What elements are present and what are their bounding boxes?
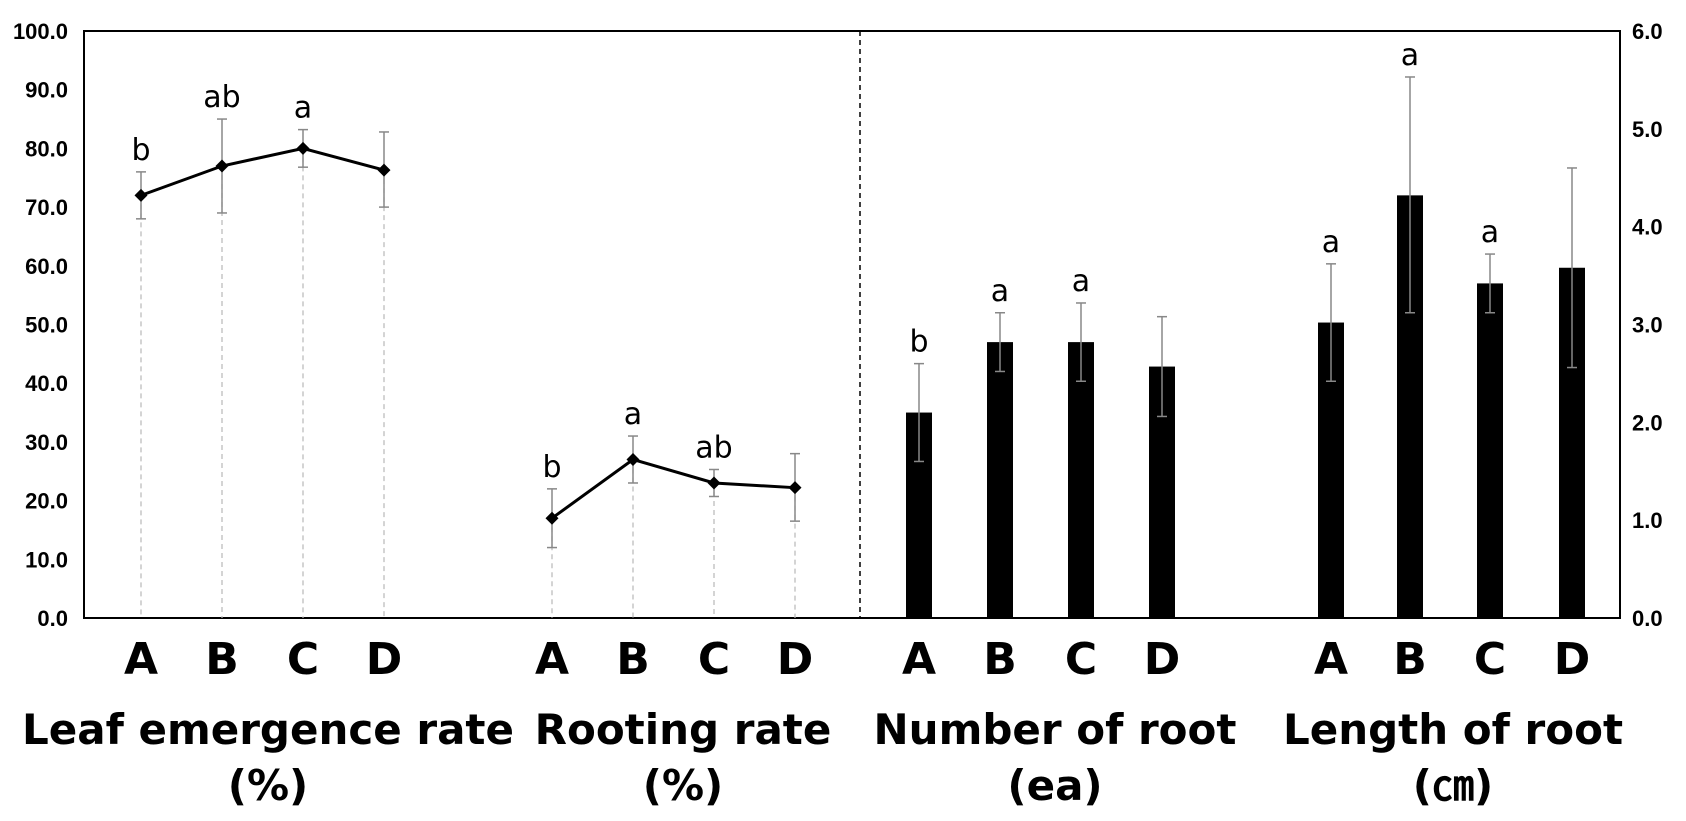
category-label: D	[366, 634, 403, 685]
left-tick-label: 30.0	[25, 430, 68, 455]
group-label-unit: (ea)	[1007, 761, 1102, 810]
bar	[1477, 283, 1503, 618]
category-label: C	[1474, 634, 1506, 685]
category-label: C	[287, 634, 319, 685]
series-leaf: b ab a	[131, 80, 391, 618]
significance-letter: ab	[695, 430, 732, 465]
group-label-title: Leaf emergence rate	[22, 705, 514, 754]
significance-letter: a	[1401, 38, 1419, 73]
group-label-unit: (%)	[228, 761, 308, 810]
data-point	[377, 163, 391, 177]
right-tick-label: 1.0	[1632, 508, 1663, 533]
left-tick-label: 40.0	[25, 371, 68, 396]
data-point	[134, 188, 148, 202]
bar	[987, 342, 1013, 618]
data-point	[215, 159, 229, 173]
data-point	[707, 476, 721, 490]
left-tick-label: 0.0	[37, 606, 68, 631]
group-label-unit: (㎝)	[1413, 761, 1493, 810]
series-number: b a a	[906, 264, 1175, 618]
right-tick-label: 0.0	[1632, 606, 1663, 631]
left-tick-label: 10.0	[25, 547, 68, 572]
category-label: C	[1065, 634, 1097, 685]
series-rooting: b a ab	[542, 397, 802, 618]
right-tick-label: 5.0	[1632, 117, 1663, 142]
significance-letter: a	[624, 397, 642, 432]
significance-letter: a	[991, 274, 1009, 309]
group-label-title: Number of root	[874, 705, 1237, 754]
left-tick-label: 50.0	[25, 313, 68, 338]
left-tick-label: 90.0	[25, 78, 68, 103]
group-labels: Leaf emergence rate (%) Rooting rate (%) Num…	[22, 705, 1623, 810]
right-tick-label: 4.0	[1632, 215, 1663, 240]
category-label: A	[902, 634, 936, 685]
significance-letter: a	[1322, 225, 1340, 260]
series-line	[551, 457, 796, 520]
right-tick-label: 2.0	[1632, 410, 1663, 435]
significance-letter: a	[1481, 215, 1499, 250]
left-axis-ticks: 0.0 10.0 20.0 30.0 40.0 50.0 60.0 70.0 80.0 90.0 1…	[13, 19, 68, 631]
bar	[1068, 342, 1094, 618]
significance-letter: b	[131, 133, 150, 168]
category-label: B	[205, 634, 239, 685]
significance-letter: ab	[203, 80, 240, 115]
significance-letter: b	[542, 450, 561, 485]
significance-letter: b	[909, 325, 928, 360]
group-label-title: Length of root	[1283, 705, 1623, 754]
category-label: D	[1144, 634, 1181, 685]
category-label: A	[1314, 634, 1348, 685]
group-label-title: Rooting rate	[535, 705, 832, 754]
left-tick-label: 100.0	[13, 19, 68, 44]
left-tick-label: 20.0	[25, 489, 68, 514]
category-label: B	[1393, 634, 1427, 685]
plot-frame	[83, 30, 1621, 619]
data-point	[626, 453, 640, 467]
category-label: C	[698, 634, 730, 685]
series-line	[140, 146, 385, 197]
left-tick-label: 80.0	[25, 136, 68, 161]
right-tick-label: 3.0	[1632, 313, 1663, 338]
category-label: B	[616, 634, 650, 685]
data-point	[788, 481, 802, 495]
left-tick-label: 70.0	[25, 195, 68, 220]
significance-letter: a	[1072, 264, 1090, 299]
right-axis-ticks: 0.0 1.0 2.0 3.0 4.0 5.0 6.0	[1632, 19, 1663, 631]
category-label: A	[124, 634, 158, 685]
category-label: B	[983, 634, 1017, 685]
group-label-unit: (%)	[643, 761, 723, 810]
series-length: a a a	[1318, 38, 1585, 619]
significance-letter: a	[294, 91, 312, 126]
left-tick-label: 60.0	[25, 254, 68, 279]
category-label: D	[777, 634, 814, 685]
category-label: D	[1554, 634, 1591, 685]
category-label: A	[535, 634, 569, 685]
data-point	[296, 141, 310, 155]
right-tick-label: 6.0	[1632, 19, 1663, 44]
data-point	[545, 511, 559, 525]
